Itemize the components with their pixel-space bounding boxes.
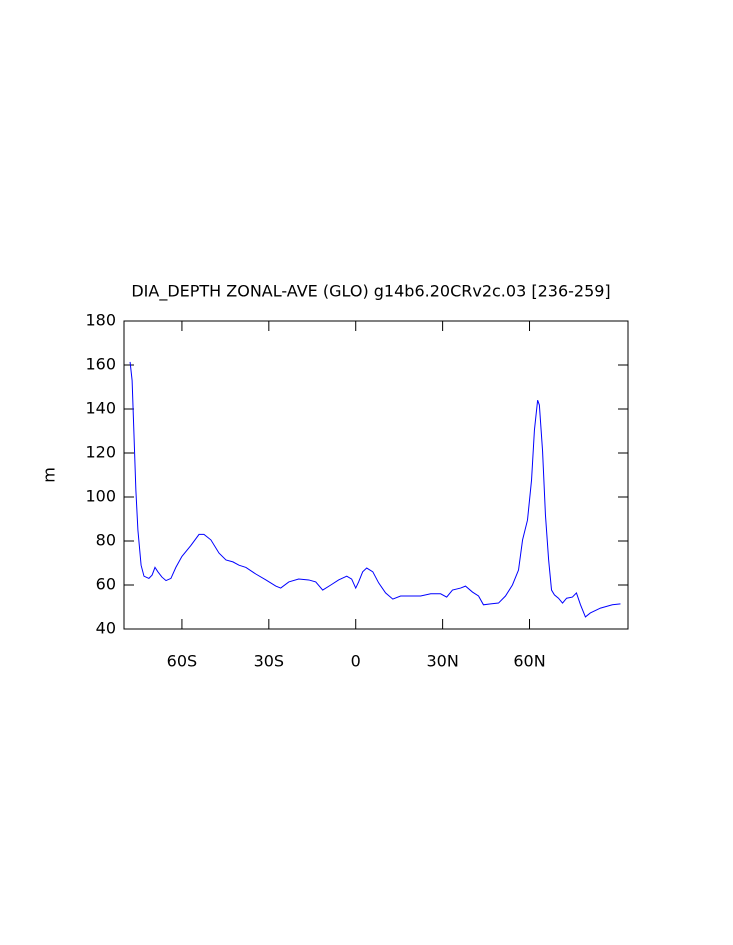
chart-title: DIA_DEPTH ZONAL-AVE (GLO) g14b6.20CRv2c.…	[131, 282, 610, 302]
data-line	[129, 361, 621, 618]
x-tick-label: 0	[351, 652, 361, 671]
x-tick-label: 60N	[513, 652, 545, 671]
y-tick-label: 40	[96, 619, 116, 638]
x-tick-label: 60S	[167, 652, 198, 671]
y-tick-label: 120	[85, 443, 116, 462]
y-axis-label: m	[40, 467, 59, 483]
y-tick-label: 140	[85, 399, 116, 418]
y-tick-label: 60	[96, 575, 116, 594]
plot-frame	[123, 320, 629, 630]
x-tick-label: 30S	[254, 652, 285, 671]
y-tick-label: 180	[85, 311, 116, 330]
y-tick-label: 160	[85, 355, 116, 374]
x-tick-label: 30N	[426, 652, 458, 671]
y-tick-label: 100	[85, 487, 116, 506]
y-tick-label: 80	[96, 531, 116, 550]
